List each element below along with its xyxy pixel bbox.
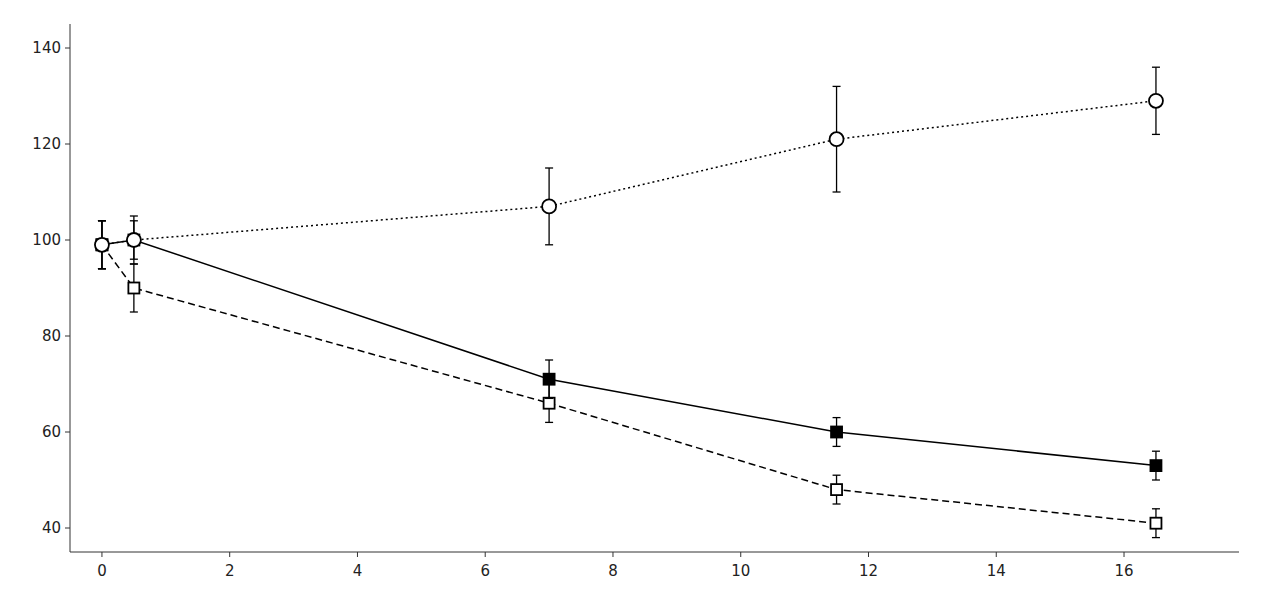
data-point xyxy=(544,374,555,385)
x-tick-label: 6 xyxy=(480,562,490,580)
data-point xyxy=(831,484,842,495)
x-tick xyxy=(229,552,230,557)
y-tick xyxy=(65,48,70,49)
series xyxy=(95,67,1163,269)
x-axis-line xyxy=(70,552,1239,553)
y-tick xyxy=(65,336,70,337)
x-tick-label: 14 xyxy=(987,562,1006,580)
x-tick-label: 12 xyxy=(859,562,878,580)
data-point xyxy=(544,398,555,409)
plot-area xyxy=(95,67,1163,537)
series xyxy=(96,221,1161,538)
y-tick-label: 80 xyxy=(42,327,61,345)
data-point xyxy=(1150,460,1161,471)
y-tick-label: 100 xyxy=(32,231,61,249)
data-point xyxy=(128,283,139,294)
x-tick-label: 0 xyxy=(97,562,107,580)
y-tick-label: 120 xyxy=(32,135,61,153)
chart-container: 0 2 4 6 8 10 12 14 16 40 60 80 100 120 140 xyxy=(0,0,1263,604)
series-line xyxy=(102,101,1156,245)
series xyxy=(96,221,1161,480)
data-point xyxy=(1150,518,1161,529)
data-point xyxy=(542,199,556,213)
x-tick xyxy=(868,552,869,557)
data-point xyxy=(1149,94,1163,108)
y-tick xyxy=(65,432,70,433)
data-point xyxy=(831,427,842,438)
x-tick xyxy=(996,552,997,557)
y-tick xyxy=(65,144,70,145)
series-line xyxy=(102,245,1156,523)
data-point xyxy=(127,233,141,247)
series-line xyxy=(102,240,1156,466)
axes: 0 2 4 6 8 10 12 14 16 40 60 80 100 120 140 xyxy=(32,24,1239,580)
data-point xyxy=(830,132,844,146)
y-tick xyxy=(65,528,70,529)
x-tick-label: 2 xyxy=(225,562,235,580)
y-tick xyxy=(65,240,70,241)
y-tick-label: 60 xyxy=(42,423,61,441)
x-tick xyxy=(101,552,102,557)
x-tick-label: 16 xyxy=(1114,562,1133,580)
chart: 0 2 4 6 8 10 12 14 16 40 60 80 100 120 140 xyxy=(0,0,1263,604)
x-tick xyxy=(1124,552,1125,557)
y-axis-line xyxy=(70,24,71,552)
y-tick-label: 40 xyxy=(42,519,61,537)
y-tick-label: 140 xyxy=(32,39,61,57)
x-tick-label: 10 xyxy=(731,562,750,580)
x-tick xyxy=(357,552,358,557)
x-tick xyxy=(485,552,486,557)
x-tick-label: 4 xyxy=(353,562,363,580)
background xyxy=(0,0,1263,604)
x-tick-label: 8 xyxy=(608,562,618,580)
x-tick xyxy=(612,552,613,557)
x-tick xyxy=(740,552,741,557)
data-point xyxy=(95,238,109,252)
